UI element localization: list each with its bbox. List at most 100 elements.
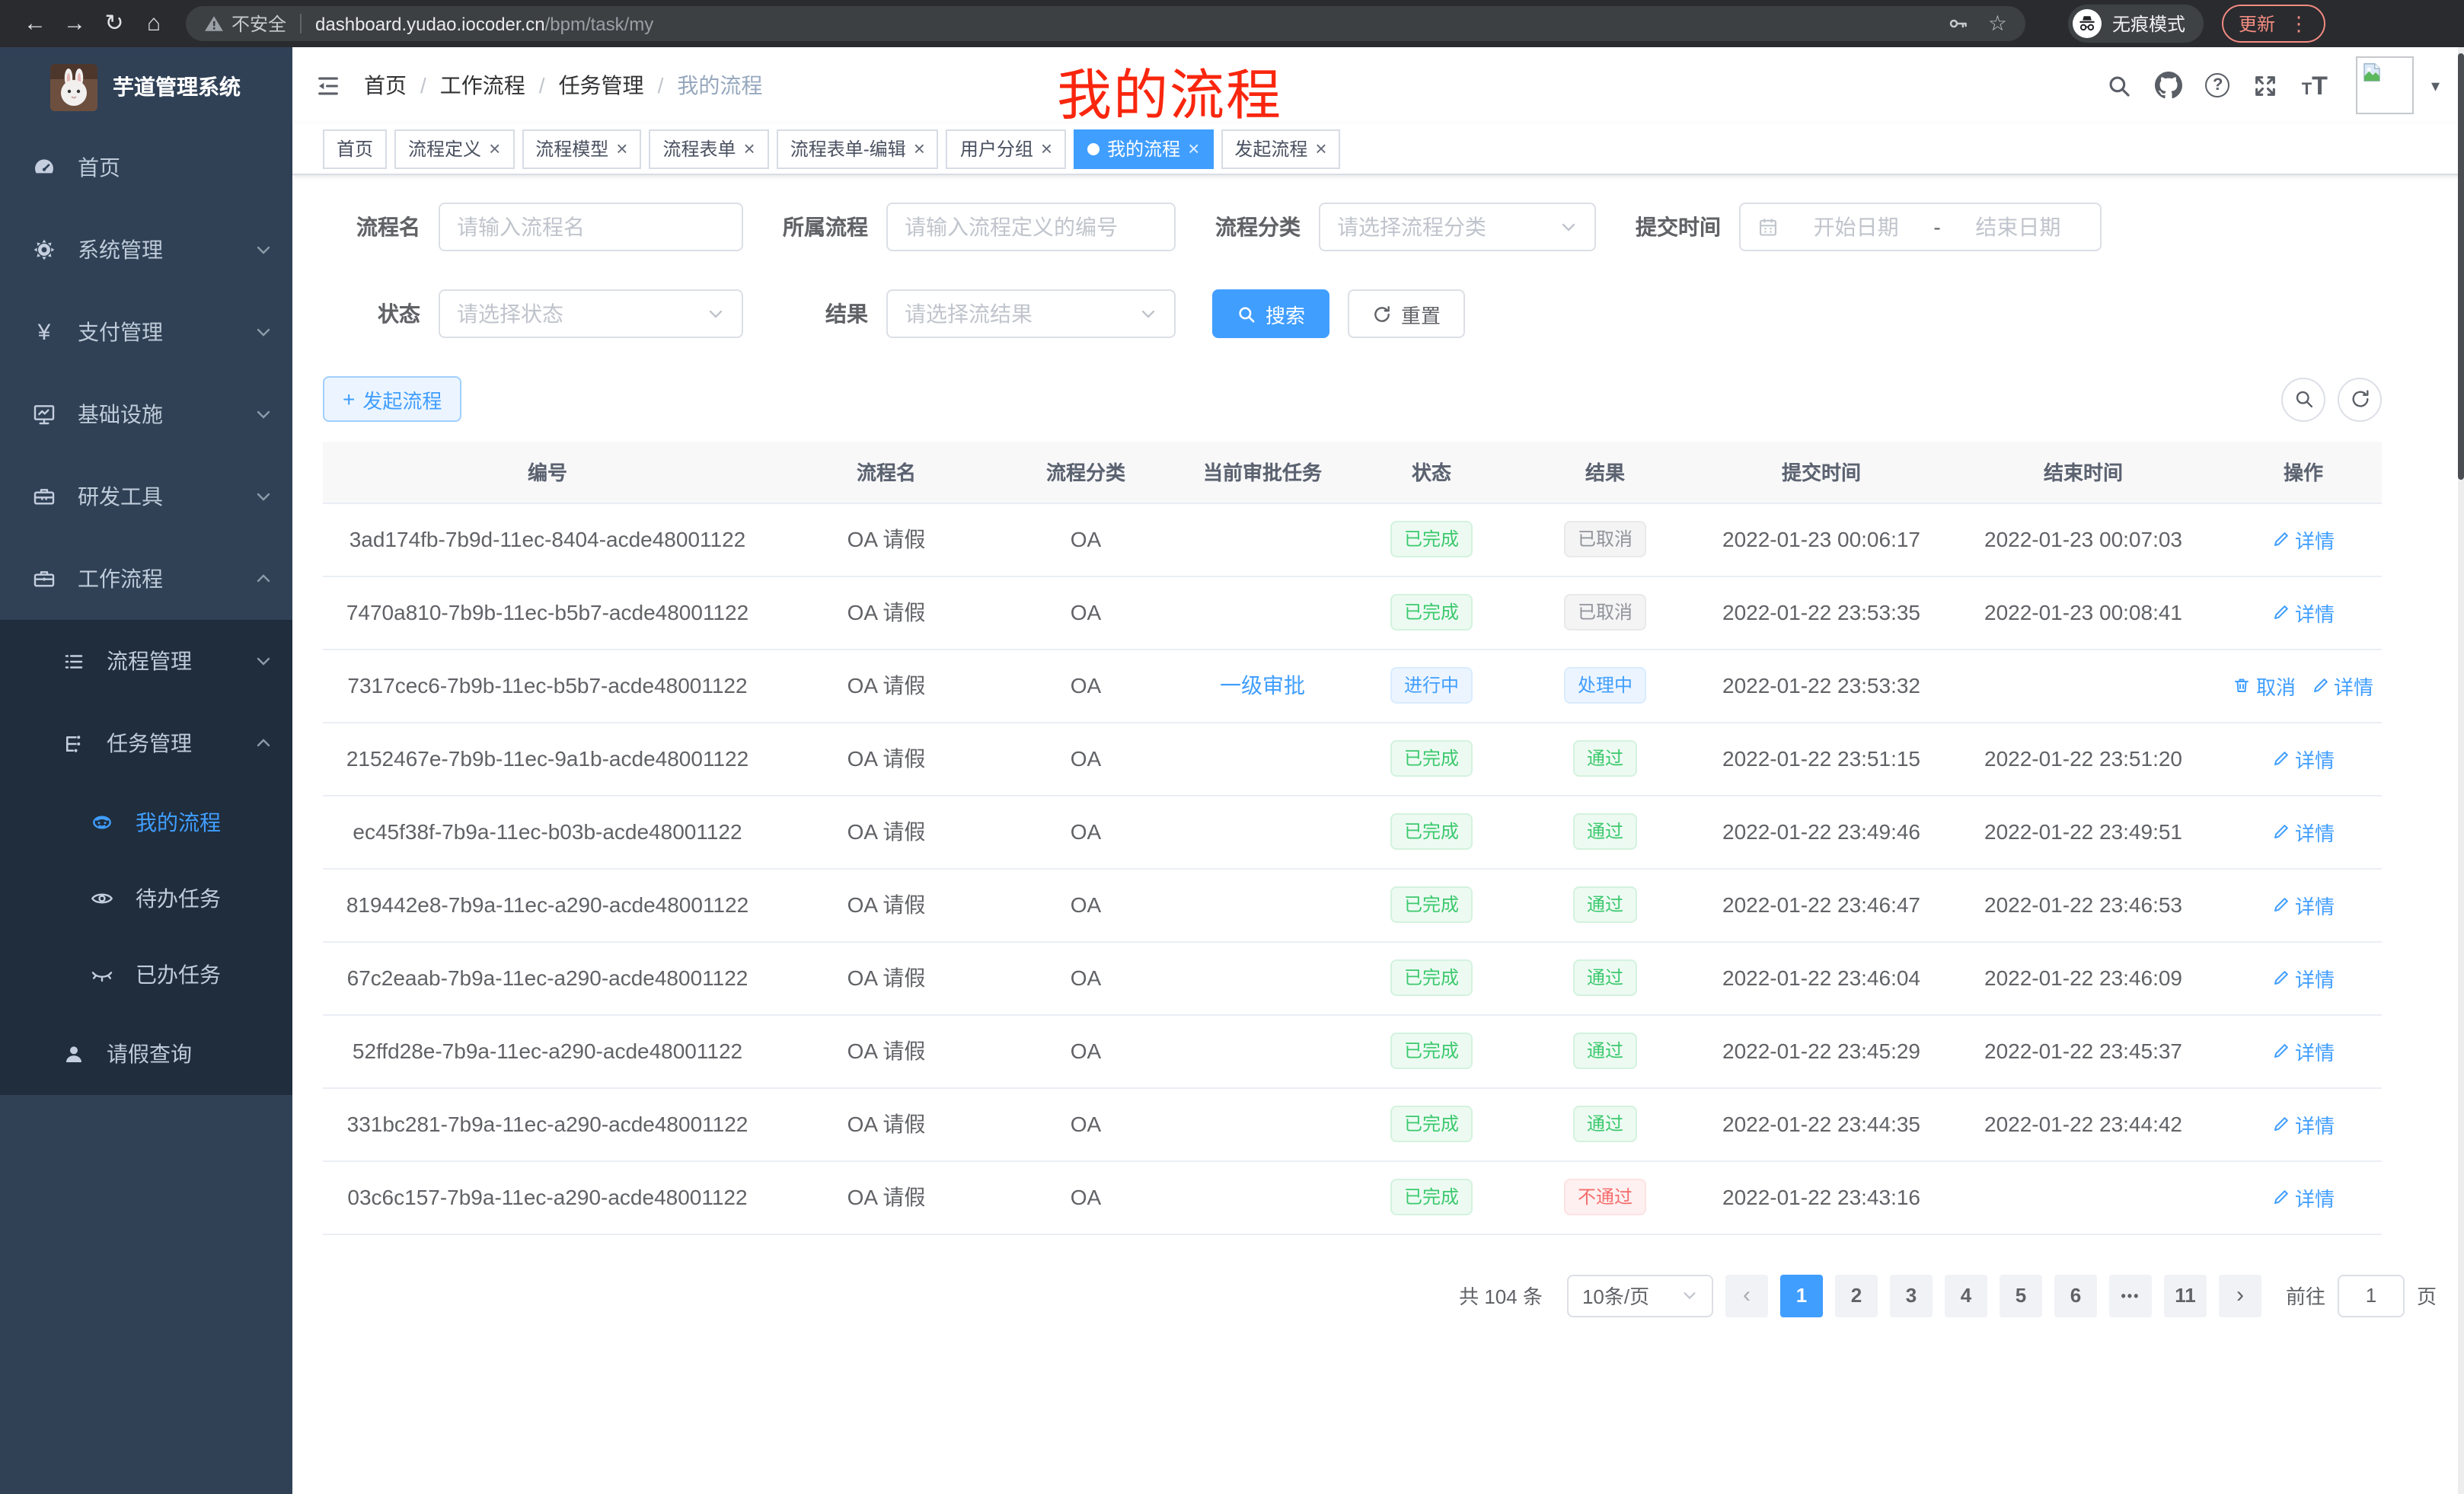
browser-forward-icon[interactable]: →	[63, 11, 86, 37]
tab-start-process[interactable]: 发起流程 ×	[1221, 129, 1341, 168]
browser-update-button[interactable]: 更新 ⋮	[2222, 5, 2326, 43]
browser-back-icon[interactable]: ←	[24, 11, 46, 37]
status-badge: 进行中	[1390, 667, 1473, 704]
sidebar-item-workflow[interactable]: 工作流程	[0, 538, 292, 620]
refresh-icon	[1374, 305, 1390, 321]
refresh-table-button[interactable]	[2338, 377, 2382, 421]
page-size-select[interactable]: 10条/页	[1566, 1274, 1713, 1317]
scrollbar-track[interactable]	[2458, 47, 2464, 1494]
detail-link[interactable]: 详情	[2272, 525, 2335, 554]
table-row: 819442e8-7b9a-11ec-a290-acde48001122 OA …	[323, 868, 2382, 942]
cell-submit-time: 2022-01-22 23:46:47	[1701, 868, 1942, 942]
logo-image	[50, 63, 97, 110]
app-logo[interactable]: 芋道管理系统	[0, 47, 292, 126]
page-button-6[interactable]: 6	[2054, 1274, 2097, 1317]
category-select[interactable]: 请选择流程分类	[1319, 203, 1596, 251]
tab-process-form[interactable]: 流程表单 ×	[649, 129, 769, 168]
status-select[interactable]: 请选择状态	[439, 289, 743, 338]
detail-link[interactable]: 详情	[2272, 963, 2335, 992]
detail-link[interactable]: 详情	[2272, 817, 2335, 846]
page-button-4[interactable]: 4	[1944, 1274, 1987, 1317]
sidebar-item-todo-tasks[interactable]: 待办任务	[0, 860, 292, 937]
goto-label: 前往	[2285, 1285, 2325, 1308]
cell-end-time: 2022-01-23 00:07:03	[1942, 503, 2225, 576]
sidebar-item-my-process[interactable]: 我的流程	[0, 784, 292, 860]
breadcrumb-item-home[interactable]: 首页	[364, 73, 407, 97]
detail-link[interactable]: 详情	[2311, 671, 2373, 700]
sidebar-item-dev-tools[interactable]: 研发工具	[0, 455, 292, 538]
bookmark-star-icon[interactable]: ☆	[1987, 11, 2007, 35]
toggle-search-button[interactable]	[2281, 377, 2325, 421]
fullscreen-icon[interactable]	[2253, 72, 2279, 98]
page-button-11[interactable]: 11	[2163, 1274, 2207, 1317]
address-bar[interactable]: 不安全 dashboard.yudao.iocoder.cn/bpm/task/…	[186, 6, 2025, 41]
parent-process-input[interactable]	[886, 203, 1176, 251]
browser-menu-dots-icon[interactable]: ⋮	[2289, 11, 2309, 34]
sidebar-item-process-management[interactable]: 流程管理	[0, 620, 292, 702]
url-domain: dashboard.yudao.iocoder.cn	[315, 13, 545, 34]
eye-open-icon	[88, 886, 116, 911]
close-icon[interactable]: ×	[913, 137, 925, 160]
detail-link[interactable]: 详情	[2272, 598, 2335, 627]
submit-time-range-picker[interactable]: 开始日期 - 结束日期	[1739, 203, 2102, 251]
scrollbar-thumb[interactable]	[2458, 53, 2464, 480]
end-date-placeholder: 结束日期	[1975, 215, 2061, 239]
sidebar-item-infrastructure[interactable]: 基础设施	[0, 373, 292, 455]
close-icon[interactable]: ×	[1188, 137, 1200, 160]
detail-link[interactable]: 详情	[2272, 1036, 2335, 1065]
browser-reload-icon[interactable]: ↻	[104, 11, 124, 37]
more-pages-button[interactable]: •••	[2108, 1274, 2152, 1317]
detail-link[interactable]: 详情	[2272, 1109, 2335, 1138]
help-icon[interactable]: ?	[2205, 73, 2230, 97]
detail-link[interactable]: 详情	[2272, 1183, 2335, 1211]
prev-page-button[interactable]: ‹	[1725, 1274, 1768, 1317]
sidebar-item-system[interactable]: 系统管理	[0, 209, 292, 291]
close-icon[interactable]: ×	[616, 137, 628, 160]
goto-page-input[interactable]	[2337, 1274, 2405, 1317]
close-icon[interactable]: ×	[1040, 137, 1053, 160]
task-link[interactable]: 一级审批	[1220, 673, 1305, 698]
avatar-caret-icon[interactable]: ▾	[2430, 77, 2440, 95]
sidebar-item-done-tasks[interactable]: 已办任务	[0, 937, 292, 1013]
breadcrumb-item-workflow[interactable]: 工作流程	[439, 73, 525, 97]
incognito-icon	[2073, 9, 2102, 38]
reset-button[interactable]: 重置	[1348, 289, 1466, 338]
insecure-label[interactable]: 不安全	[231, 14, 287, 35]
result-select[interactable]: 请选择流结果	[886, 289, 1176, 338]
sidebar-collapse-icon[interactable]	[315, 72, 341, 98]
page-button-2[interactable]: 2	[1834, 1274, 1878, 1317]
page-button-3[interactable]: 3	[1889, 1274, 1933, 1317]
page-button-5[interactable]: 5	[1999, 1274, 2042, 1317]
tab-user-group[interactable]: 用户分组 ×	[946, 129, 1067, 168]
sidebar-item-task-management[interactable]: 任务管理	[0, 702, 292, 784]
page-button-1[interactable]: 1	[1779, 1274, 1823, 1317]
avatar[interactable]	[2356, 56, 2415, 114]
search-button[interactable]: 搜索	[1212, 289, 1330, 338]
tab-process-definition[interactable]: 流程定义 ×	[394, 129, 515, 168]
workflow-submenu: 流程管理 任务管理 我的流程	[0, 620, 292, 1095]
cell-id: ec45f38f-7b9a-11ec-b03b-acde48001122	[323, 795, 772, 869]
detail-link[interactable]: 详情	[2272, 744, 2335, 773]
tab-home[interactable]: 首页	[323, 129, 388, 168]
process-name-input[interactable]	[439, 203, 743, 251]
sidebar-item-home[interactable]: 首页	[0, 126, 292, 209]
breadcrumb-item-task-management[interactable]: 任务管理	[558, 73, 644, 97]
password-key-icon[interactable]	[1947, 12, 1970, 35]
detail-link[interactable]: 详情	[2272, 890, 2335, 919]
github-icon[interactable]	[2155, 72, 2183, 99]
tab-process-model[interactable]: 流程模型 ×	[522, 129, 642, 168]
cancel-link[interactable]: 取消	[2233, 671, 2296, 700]
close-icon[interactable]: ×	[743, 137, 755, 160]
create-process-button[interactable]: + 发起流程	[323, 376, 462, 422]
close-icon[interactable]: ×	[489, 137, 501, 160]
search-icon[interactable]	[2107, 72, 2133, 98]
tab-process-form-edit[interactable]: 流程表单-编辑 ×	[776, 129, 939, 168]
sidebar-item-leave-query[interactable]: 请假查询	[0, 1013, 292, 1095]
browser-home-icon[interactable]: ⌂	[146, 11, 161, 37]
next-page-button[interactable]: ›	[2218, 1274, 2261, 1317]
tab-my-process[interactable]: 我的流程 ×	[1074, 129, 1214, 168]
sidebar-item-payment[interactable]: ¥ 支付管理	[0, 291, 292, 373]
close-icon[interactable]: ×	[1315, 137, 1327, 160]
